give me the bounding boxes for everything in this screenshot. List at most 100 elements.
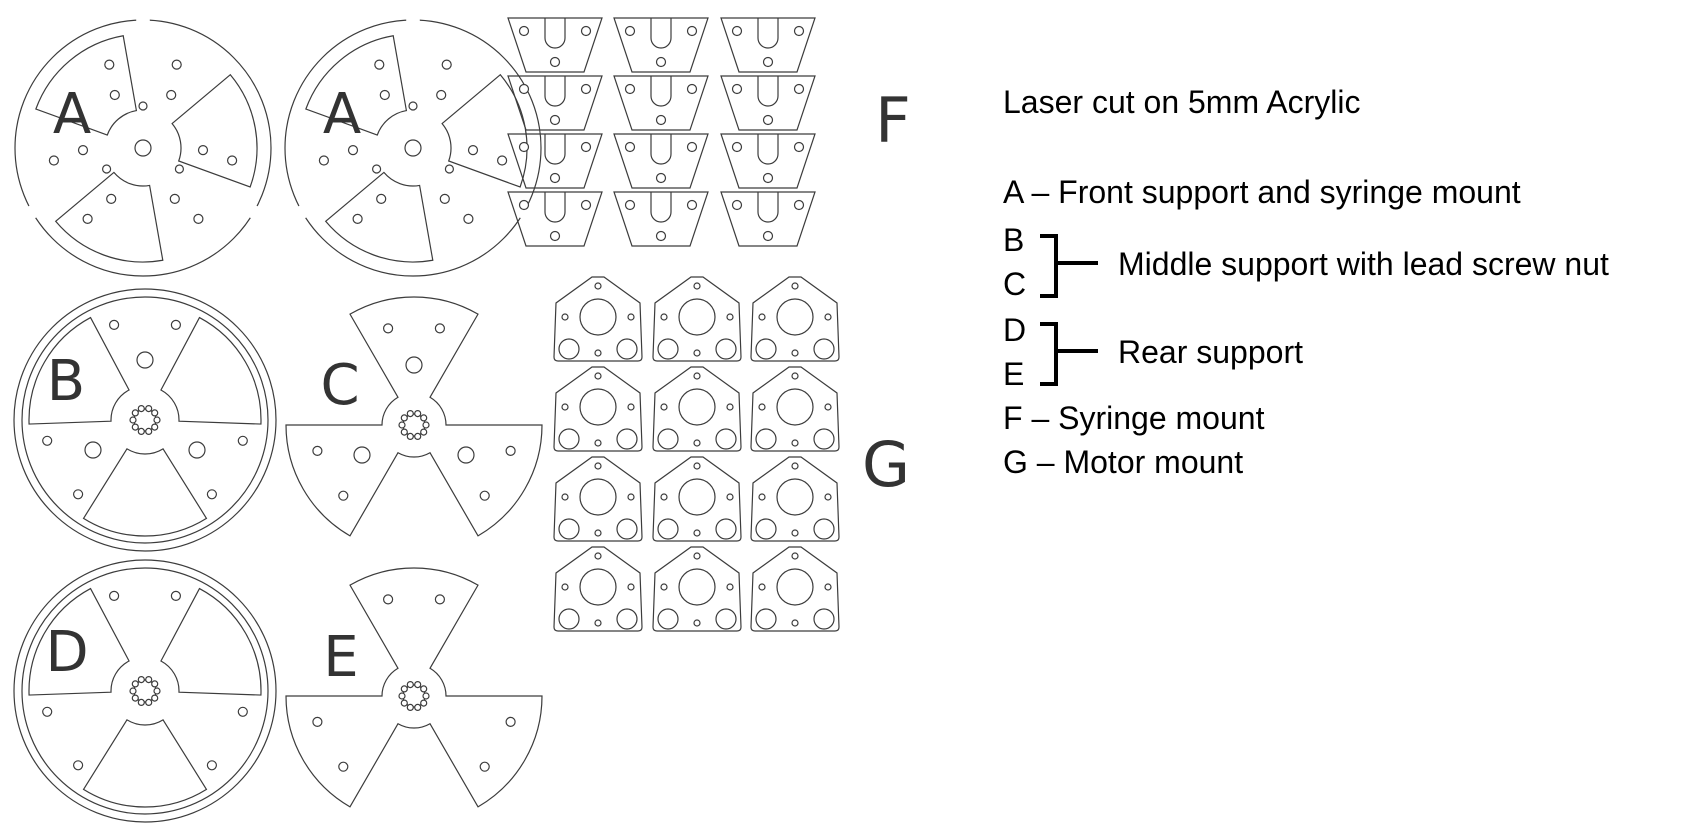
rod-hole bbox=[84, 441, 102, 459]
screw-hole bbox=[561, 403, 569, 411]
mount-hole bbox=[347, 145, 359, 156]
disc-inner-ring bbox=[21, 296, 269, 544]
tri-outline bbox=[285, 567, 543, 808]
motor-mount-plate bbox=[652, 546, 742, 632]
rod-hole bbox=[657, 518, 679, 540]
screw-hole bbox=[791, 529, 799, 537]
nut-tooth bbox=[414, 432, 422, 440]
motor-shaft-hole bbox=[678, 388, 716, 426]
nut-tooth bbox=[153, 416, 161, 424]
mount-hole bbox=[655, 114, 667, 126]
syringe-mount-plate bbox=[613, 191, 709, 247]
screw-hole bbox=[627, 493, 635, 501]
screw-hole bbox=[758, 583, 766, 591]
group-label-g: G bbox=[862, 428, 910, 501]
mount-hole bbox=[197, 145, 209, 156]
mount-hole bbox=[655, 56, 667, 68]
mount-hole bbox=[762, 114, 774, 126]
mount-hole bbox=[580, 141, 592, 153]
nut-tooth bbox=[422, 692, 430, 700]
mount-hole bbox=[624, 199, 636, 211]
window-cutout bbox=[82, 448, 208, 537]
mount-hole bbox=[104, 59, 115, 70]
motor-mount-plate bbox=[750, 276, 840, 362]
mount-hole bbox=[479, 761, 490, 772]
mount-hole bbox=[170, 590, 181, 602]
mount-hole bbox=[731, 199, 743, 211]
motor-shaft-hole bbox=[776, 478, 814, 516]
mount-hole bbox=[108, 319, 120, 330]
rod-hole bbox=[715, 608, 737, 630]
rod-hole bbox=[558, 428, 580, 450]
mount-hole bbox=[338, 761, 349, 772]
nut-tooth bbox=[400, 699, 408, 707]
screw-hole bbox=[693, 439, 701, 447]
motor-mount-plate bbox=[750, 456, 840, 542]
rod-hole bbox=[715, 518, 737, 540]
syringe-slot bbox=[757, 76, 779, 107]
screw-hole bbox=[660, 493, 668, 501]
mount-hole bbox=[441, 59, 452, 70]
rod-hole bbox=[657, 608, 679, 630]
small-hole bbox=[372, 164, 382, 174]
screw-hole bbox=[594, 619, 602, 627]
nut-tooth bbox=[420, 428, 428, 436]
syringe-mount-plate bbox=[507, 17, 603, 73]
screw-hole bbox=[627, 583, 635, 591]
mount-hole bbox=[312, 445, 323, 456]
nut-tooth bbox=[422, 421, 430, 429]
rod-hole bbox=[616, 428, 638, 450]
mount-hole bbox=[77, 145, 89, 156]
tri-outline bbox=[285, 296, 543, 537]
nut-tooth bbox=[406, 410, 414, 418]
small-hole bbox=[174, 164, 184, 174]
mount-hole bbox=[793, 83, 805, 95]
mount-hole bbox=[206, 760, 217, 771]
screw-hole bbox=[791, 552, 799, 560]
rod-hole bbox=[616, 518, 638, 540]
rod-hole bbox=[558, 338, 580, 360]
motor-shaft-hole bbox=[678, 298, 716, 336]
screw-hole bbox=[824, 583, 832, 591]
mount-hole bbox=[686, 25, 698, 37]
mount-hole bbox=[731, 83, 743, 95]
nut-tooth bbox=[145, 675, 153, 684]
mount-hole bbox=[193, 213, 204, 224]
screw-hole bbox=[791, 439, 799, 447]
mount-hole bbox=[383, 594, 394, 605]
mount-hole bbox=[72, 489, 84, 500]
screw-hole bbox=[758, 493, 766, 501]
screw-hole bbox=[726, 313, 734, 321]
nut-tooth bbox=[129, 687, 137, 695]
slot-cut bbox=[14, 172, 97, 225]
part-label-a1: A bbox=[53, 82, 91, 147]
rod-hole bbox=[457, 446, 475, 464]
rod-hole bbox=[715, 338, 737, 360]
nut-tooth bbox=[151, 694, 159, 702]
screw-hole bbox=[594, 529, 602, 537]
mount-hole bbox=[106, 193, 117, 204]
screw-hole bbox=[791, 349, 799, 357]
small-hole bbox=[138, 101, 148, 111]
mount-hole bbox=[376, 193, 387, 204]
rod-hole bbox=[657, 338, 679, 360]
window-cutout bbox=[160, 587, 262, 696]
screw-hole bbox=[693, 462, 701, 470]
mount-hole bbox=[170, 319, 181, 330]
nut-tooth bbox=[129, 416, 137, 424]
mount-hole bbox=[82, 213, 93, 224]
screw-hole bbox=[791, 462, 799, 470]
nut-tooth bbox=[406, 680, 414, 689]
rod-hole bbox=[136, 351, 154, 369]
syringe-mount-plate bbox=[720, 17, 816, 73]
rod-hole bbox=[657, 428, 679, 450]
mount-hole bbox=[793, 141, 805, 153]
motor-shaft-hole bbox=[678, 568, 716, 606]
syringe-slot bbox=[650, 134, 672, 165]
nut-tooth bbox=[131, 409, 139, 417]
mount-hole bbox=[434, 323, 445, 334]
syringe-slot bbox=[650, 192, 672, 223]
motor-mount-plate bbox=[553, 276, 643, 362]
mount-hole bbox=[686, 141, 698, 153]
syringe-slot bbox=[544, 134, 566, 165]
